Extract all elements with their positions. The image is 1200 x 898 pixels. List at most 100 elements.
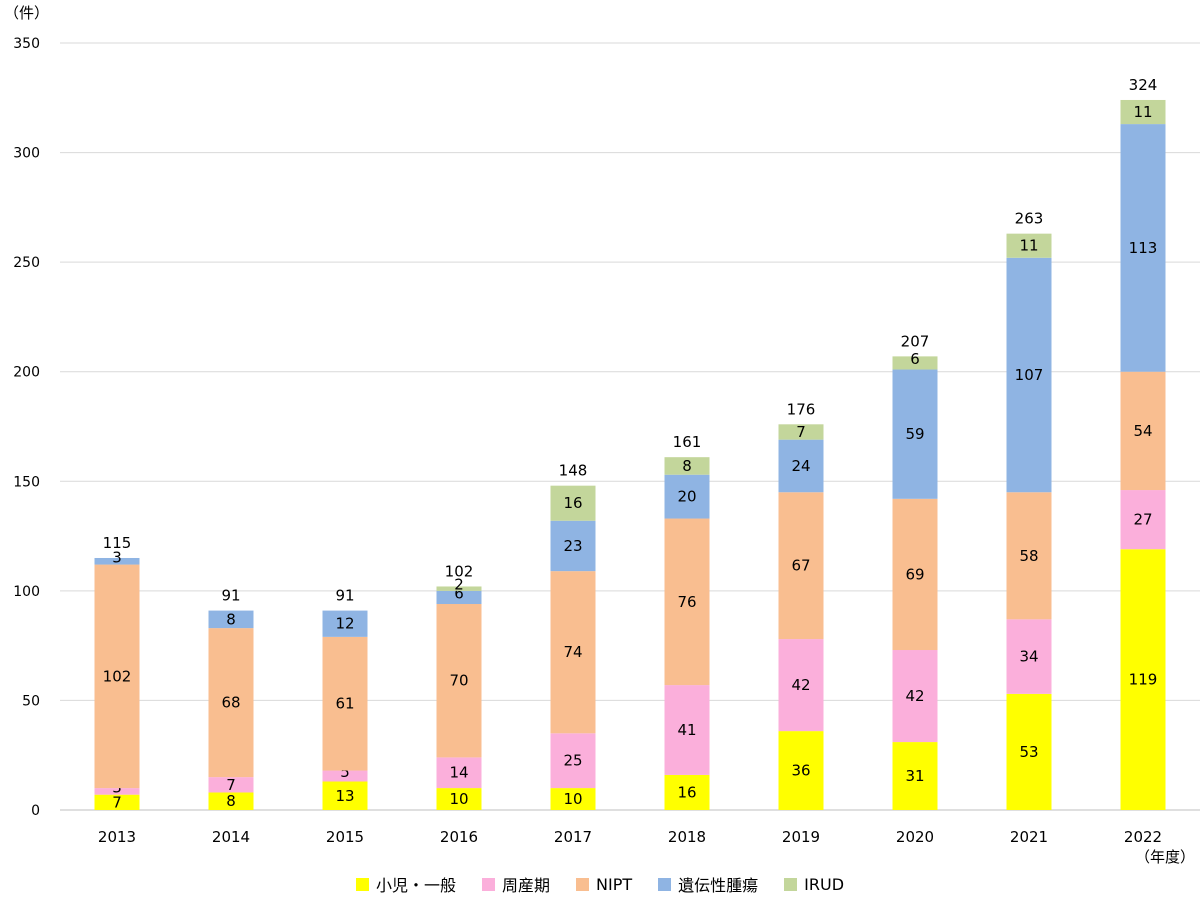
data-label: 68 bbox=[221, 694, 240, 712]
bar-segment bbox=[778, 439, 824, 493]
data-label: 34 bbox=[1019, 648, 1038, 666]
bar-segment bbox=[892, 369, 938, 499]
legend-label: 遺伝性腫瘍 bbox=[678, 876, 759, 895]
data-label: 8 bbox=[682, 457, 692, 475]
data-label: 10 bbox=[449, 790, 468, 808]
bar-segment bbox=[436, 604, 482, 758]
data-label: 11 bbox=[1019, 237, 1038, 255]
bar-segment bbox=[664, 474, 710, 519]
data-label: 24 bbox=[791, 457, 810, 475]
legend-item: IRUD bbox=[784, 875, 844, 894]
legend-label: IRUD bbox=[804, 874, 845, 894]
y-tick-label: 300 bbox=[13, 146, 40, 162]
data-label: 25 bbox=[563, 752, 582, 770]
legend-label: NIPT bbox=[596, 874, 633, 894]
bar-segment bbox=[892, 742, 938, 810]
bar-segment bbox=[778, 639, 824, 732]
total-label: 263 bbox=[1015, 210, 1044, 228]
legend-swatch bbox=[784, 877, 798, 891]
bar-segment bbox=[892, 650, 938, 743]
data-label: 113 bbox=[1129, 239, 1158, 257]
legend-label: 小児・一般 bbox=[375, 876, 456, 895]
stacked-bar-chart: 0501001502002503003507310231152013876889… bbox=[13, 36, 1200, 846]
data-label: 16 bbox=[677, 783, 696, 801]
data-label: 23 bbox=[563, 537, 582, 555]
x-tick-label: 2015 bbox=[326, 828, 364, 846]
bar-segment bbox=[436, 757, 482, 789]
bar-segment bbox=[94, 564, 140, 789]
x-tick-label: 2013 bbox=[98, 828, 136, 846]
x-tick-label: 2020 bbox=[896, 828, 934, 846]
legend-item: 周産期 bbox=[482, 872, 550, 896]
bar-segment bbox=[208, 792, 254, 810]
total-label: 176 bbox=[787, 400, 816, 418]
total-label: 91 bbox=[335, 587, 354, 605]
data-label: 76 bbox=[677, 593, 696, 611]
data-label: 16 bbox=[563, 494, 582, 512]
bar-segment bbox=[208, 610, 254, 629]
data-label: 2 bbox=[454, 576, 464, 594]
x-tick-label: 2022 bbox=[1124, 828, 1162, 846]
data-label: 58 bbox=[1019, 547, 1038, 565]
legend-item: 遺伝性腫瘍 bbox=[658, 872, 758, 896]
y-tick-label: 250 bbox=[13, 255, 40, 271]
y-tick-label: 200 bbox=[13, 365, 40, 381]
bar-segment bbox=[1120, 490, 1166, 550]
total-label: 324 bbox=[1129, 76, 1158, 94]
y-tick-label: 350 bbox=[13, 36, 40, 52]
legend-swatch bbox=[355, 877, 369, 891]
legend-swatch bbox=[658, 877, 672, 891]
x-axis-unit-label: （年度） bbox=[1135, 848, 1196, 866]
data-label: 27 bbox=[1133, 511, 1152, 529]
bar-segment bbox=[1006, 693, 1052, 810]
bar-segment bbox=[1006, 619, 1052, 694]
x-tick-label: 2021 bbox=[1010, 828, 1048, 846]
bar-segment bbox=[892, 356, 938, 370]
x-tick-label: 2016 bbox=[440, 828, 478, 846]
data-label: 61 bbox=[335, 695, 354, 713]
total-label: 91 bbox=[221, 587, 240, 605]
data-label: 8 bbox=[226, 792, 236, 810]
data-label: 31 bbox=[905, 767, 924, 785]
legend-item: NIPT bbox=[576, 875, 632, 894]
data-label: 7 bbox=[796, 423, 806, 441]
bar-segment bbox=[1120, 549, 1166, 810]
legend-swatch bbox=[482, 877, 495, 891]
bar-segment bbox=[1006, 233, 1052, 258]
total-label: 207 bbox=[901, 332, 930, 350]
bar-segment bbox=[778, 492, 824, 640]
bar-segment bbox=[892, 498, 938, 651]
bar-segment bbox=[1120, 99, 1166, 125]
x-tick-label: 2014 bbox=[212, 828, 250, 846]
legend-item: 小児・一般 bbox=[355, 872, 456, 896]
legend-swatch bbox=[576, 877, 590, 891]
bar-segment bbox=[550, 733, 596, 789]
data-label: 6 bbox=[454, 584, 464, 602]
data-label: 6 bbox=[910, 350, 920, 368]
data-label: 41 bbox=[677, 721, 696, 739]
data-label: 54 bbox=[1133, 422, 1152, 440]
legend-label: 周産期 bbox=[502, 876, 551, 895]
bar-segment bbox=[436, 788, 482, 810]
chart-legend: 小児・一般 周産期 NIPT 遺伝性腫瘍 IRUD bbox=[0, 870, 1200, 898]
total-label: 161 bbox=[673, 433, 702, 451]
data-label: 8 bbox=[226, 610, 236, 628]
bar-segment bbox=[322, 636, 368, 771]
data-label: 7 bbox=[226, 776, 236, 794]
bar-segment bbox=[94, 794, 140, 810]
x-tick-label: 2018 bbox=[668, 828, 706, 846]
data-label: 59 bbox=[905, 425, 924, 443]
bar-segment bbox=[94, 557, 140, 565]
data-label: 7 bbox=[112, 793, 122, 811]
data-label: 107 bbox=[1015, 366, 1044, 384]
bar-segment bbox=[778, 424, 824, 440]
total-label: 148 bbox=[559, 462, 588, 480]
data-label: 53 bbox=[1019, 743, 1038, 761]
y-tick-label: 100 bbox=[13, 584, 40, 600]
bar-segment bbox=[208, 777, 254, 793]
data-label: 14 bbox=[449, 764, 468, 782]
data-label: 119 bbox=[1129, 671, 1158, 689]
data-label: 12 bbox=[335, 615, 354, 633]
bar-segment bbox=[664, 685, 710, 775]
data-label: 13 bbox=[335, 787, 354, 805]
